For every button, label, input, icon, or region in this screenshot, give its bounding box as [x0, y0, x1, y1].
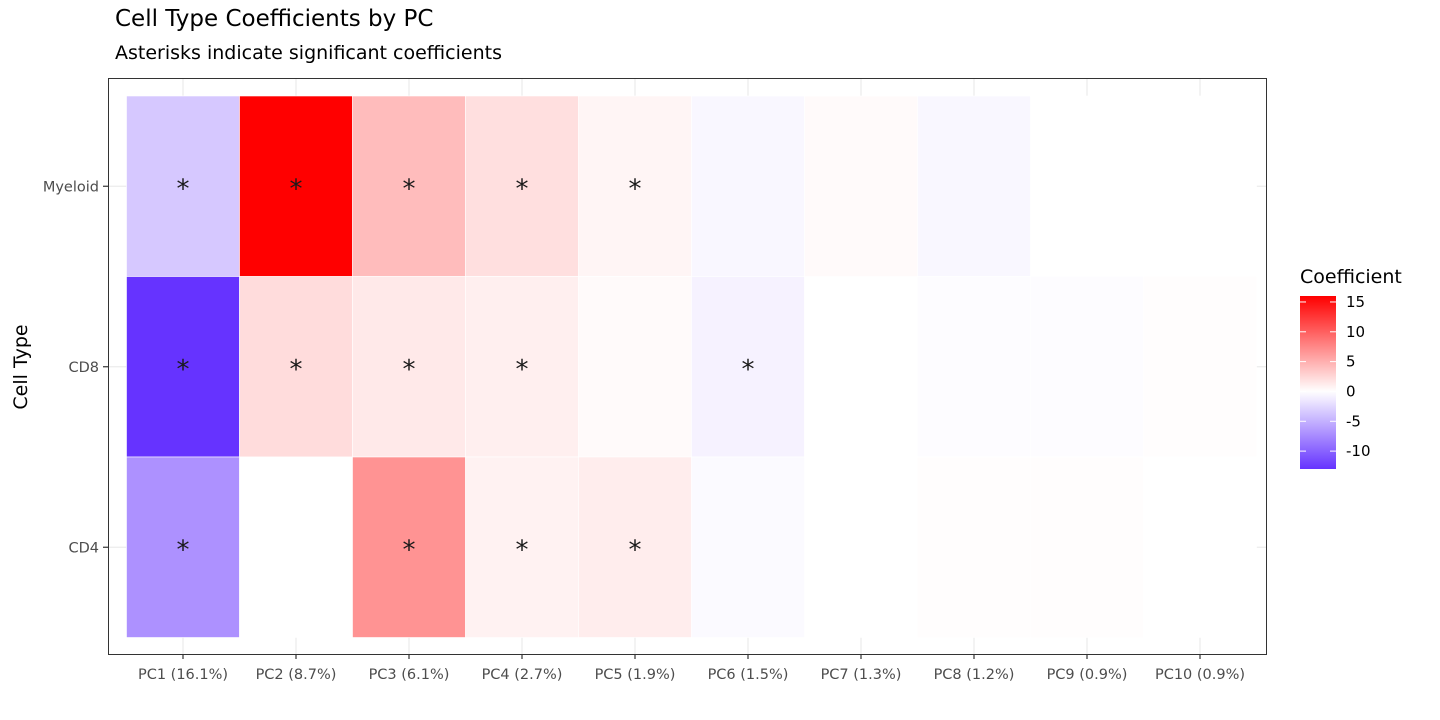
significance-markers: * * * * * * * * * * * * * *: [177, 174, 755, 565]
heatmap-tile: [1143, 456, 1257, 638]
heatmap-tile: [352, 276, 466, 458]
x-tick-label: PC7 (1.3%): [821, 667, 902, 683]
legend-tick-label: 5: [1346, 353, 1356, 371]
significance-marker: *: [629, 535, 642, 565]
heatmap-tile: [804, 95, 918, 277]
significance-marker: *: [742, 355, 755, 385]
heatmap-tile: [352, 95, 466, 277]
heatmap-tile: [1143, 95, 1257, 277]
heatmap-tile: [917, 456, 1031, 638]
heatmap-tile: [239, 456, 353, 638]
significance-marker: *: [177, 355, 190, 385]
chart-title: Cell Type Coefficients by PC: [115, 6, 434, 32]
heatmap-tile: [691, 276, 805, 458]
x-axis-ticks: PC1 (16.1%) PC2 (8.7%) PC3 (6.1%) PC4 (2.7%…: [138, 654, 1245, 683]
y-tick-label: CD8: [68, 360, 99, 376]
x-tick-label: PC3 (6.1%): [369, 667, 450, 683]
heatmap-tile: [465, 95, 579, 277]
heatmap-tile: [917, 95, 1031, 277]
legend-tick-label: 15: [1346, 293, 1365, 311]
heatmap-tile: [578, 456, 692, 638]
significance-marker: *: [177, 174, 190, 204]
legend-colorbar: [1300, 296, 1336, 469]
heatmap-tile: [691, 456, 805, 638]
x-tick-label: PC5 (1.9%): [595, 667, 676, 683]
significance-marker: *: [516, 355, 529, 385]
heatmap-tile: [352, 456, 466, 638]
legend-title: Coefficient: [1300, 266, 1402, 288]
y-axis-title: Cell Type: [10, 324, 32, 409]
heatmap-tile: [1030, 276, 1144, 458]
significance-marker: *: [177, 535, 190, 565]
y-axis-ticks: Myeloid CD8 CD4: [43, 179, 108, 556]
x-tick-label: PC10 (0.9%): [1155, 667, 1245, 683]
legend-tick-label: 10: [1346, 323, 1365, 341]
heatmap-tile: [917, 276, 1031, 458]
legend: Coefficient 15 10 5 0 -5 -10: [1300, 266, 1402, 469]
heatmap-tile: [691, 95, 805, 277]
heatmap-tile: [239, 95, 353, 277]
heatmap-tile: [465, 456, 579, 638]
significance-marker: *: [629, 174, 642, 204]
heatmap-tile: [239, 276, 353, 458]
x-tick-label: PC8 (1.2%): [934, 667, 1015, 683]
significance-marker: *: [290, 355, 303, 385]
x-tick-label: PC6 (1.5%): [708, 667, 789, 683]
significance-marker: *: [516, 174, 529, 204]
heatmap-tile: [578, 276, 692, 458]
heatmap-tile: [804, 456, 918, 638]
heatmap-tile: [465, 276, 579, 458]
chart-subtitle: Asterisks indicate significant coefficie…: [115, 42, 502, 64]
legend-tick-label: -5: [1346, 412, 1361, 430]
heatmap-tile: [1030, 95, 1144, 277]
significance-marker: *: [403, 174, 416, 204]
heatmap-tile: [1143, 276, 1257, 458]
x-tick-label: PC2 (8.7%): [256, 667, 337, 683]
heatmap-tile: [578, 95, 692, 277]
panel-border: [108, 78, 1267, 655]
significance-marker: *: [403, 535, 416, 565]
heatmap-tile: [804, 276, 918, 458]
y-tick-label: CD4: [68, 540, 99, 556]
x-tick-label: PC1 (16.1%): [138, 667, 228, 683]
heatmap-tile: [126, 276, 240, 458]
x-tick-label: PC9 (0.9%): [1047, 667, 1128, 683]
legend-tick-label: -10: [1346, 442, 1371, 460]
y-tick-label: Myeloid: [43, 179, 99, 195]
significance-marker: *: [516, 535, 529, 565]
legend-ticks: 15 10 5 0 -5 -10: [1300, 293, 1371, 460]
x-tick-label: PC4 (2.7%): [482, 667, 563, 683]
heatmap-tiles: [126, 95, 1257, 638]
significance-marker: *: [290, 174, 303, 204]
significance-marker: *: [403, 355, 416, 385]
heatmap-tile: [126, 456, 240, 638]
heatmap-tile: [1030, 456, 1144, 638]
legend-tick-label: 0: [1346, 382, 1356, 400]
